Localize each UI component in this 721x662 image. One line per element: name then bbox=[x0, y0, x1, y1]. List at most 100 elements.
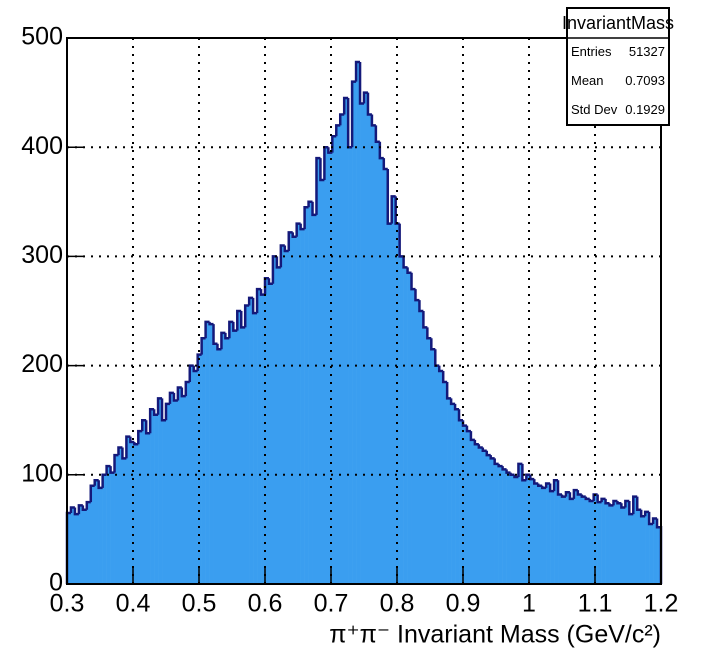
bar bbox=[150, 409, 155, 584]
bar-outline bbox=[445, 381, 452, 400]
bar bbox=[158, 398, 163, 584]
stats-label: Entries bbox=[571, 44, 612, 59]
bar-outline bbox=[77, 504, 83, 515]
bar bbox=[573, 490, 579, 584]
bar bbox=[585, 498, 591, 584]
bar bbox=[506, 472, 511, 584]
bar-outline bbox=[513, 474, 519, 479]
bar-outline bbox=[354, 60, 361, 82]
bar-outline bbox=[204, 320, 210, 339]
bar-outline bbox=[109, 466, 115, 474]
bar bbox=[312, 214, 317, 585]
bar-outline bbox=[212, 324, 218, 346]
bar-outline bbox=[556, 480, 562, 496]
bar-outline bbox=[69, 506, 75, 514]
bar-outline bbox=[517, 462, 523, 477]
bar-outline bbox=[386, 169, 392, 225]
bar-outline bbox=[572, 488, 578, 499]
x-tick-label: 0.9 bbox=[446, 590, 481, 618]
bar-outline bbox=[335, 124, 341, 137]
bar bbox=[534, 483, 539, 584]
bar-outline bbox=[485, 450, 491, 457]
bar bbox=[621, 507, 626, 584]
bar-outline bbox=[319, 158, 325, 182]
bar bbox=[360, 103, 365, 585]
bar bbox=[249, 297, 254, 584]
bar-outline bbox=[315, 156, 321, 215]
bar bbox=[427, 338, 432, 584]
x-tick-label: 0.3 bbox=[50, 590, 85, 618]
bar-outline bbox=[140, 418, 147, 432]
bar bbox=[74, 514, 80, 584]
bar bbox=[166, 403, 171, 584]
x-tick-label: 0.6 bbox=[248, 590, 283, 618]
bar bbox=[455, 409, 460, 584]
bar-outline bbox=[453, 403, 460, 411]
bar bbox=[550, 491, 555, 584]
bar bbox=[423, 327, 428, 584]
bar bbox=[241, 327, 246, 584]
bar bbox=[261, 294, 266, 584]
bar-outline bbox=[156, 397, 163, 415]
bar bbox=[78, 505, 84, 584]
bar bbox=[70, 507, 76, 584]
bar-outline bbox=[188, 364, 194, 382]
bar bbox=[356, 62, 361, 585]
bar-outline bbox=[481, 447, 487, 453]
bar bbox=[514, 476, 519, 584]
bar bbox=[597, 502, 602, 584]
bar-outline bbox=[552, 479, 559, 492]
bar-outline bbox=[243, 304, 250, 328]
bar bbox=[138, 431, 143, 584]
bar-outline bbox=[536, 483, 543, 487]
bar bbox=[383, 169, 389, 585]
bar-outline bbox=[584, 496, 590, 501]
bar-outline bbox=[342, 96, 349, 115]
bar-outline bbox=[378, 141, 384, 160]
bar-outline bbox=[192, 365, 198, 373]
bar bbox=[498, 466, 503, 584]
bar-outline bbox=[208, 321, 214, 326]
bar bbox=[542, 487, 547, 584]
stats-value: 0.7093 bbox=[625, 73, 665, 88]
bar bbox=[225, 338, 230, 584]
bar bbox=[403, 267, 408, 584]
bar-outline bbox=[117, 446, 123, 456]
bar-outline bbox=[568, 492, 574, 501]
bar-outline bbox=[505, 469, 511, 474]
bar-outline bbox=[144, 420, 151, 435]
bar bbox=[253, 313, 258, 584]
bar bbox=[296, 223, 301, 584]
bar-outline bbox=[232, 321, 238, 332]
bar bbox=[276, 267, 282, 584]
bar bbox=[474, 444, 480, 584]
bar bbox=[340, 114, 345, 584]
bar-outline bbox=[406, 267, 412, 275]
bar bbox=[609, 505, 614, 584]
bar bbox=[633, 496, 638, 584]
bar-outline bbox=[239, 311, 246, 329]
bar-outline bbox=[497, 463, 503, 468]
bar bbox=[308, 201, 313, 585]
bar-outline bbox=[628, 501, 634, 516]
bar bbox=[466, 431, 472, 584]
x-tick-label: 0.5 bbox=[182, 590, 217, 618]
bar-outline bbox=[196, 353, 202, 372]
bar-outline bbox=[152, 409, 159, 416]
bar bbox=[431, 349, 436, 584]
bar bbox=[316, 158, 321, 584]
bar bbox=[641, 516, 646, 584]
bar-outline bbox=[493, 458, 499, 466]
bar bbox=[67, 513, 72, 584]
bar bbox=[577, 494, 583, 584]
y-tick-label: 0 bbox=[49, 569, 63, 597]
bar bbox=[162, 420, 167, 584]
bar bbox=[439, 371, 444, 584]
bar bbox=[265, 278, 270, 584]
bar bbox=[601, 498, 606, 584]
bar-outline bbox=[184, 380, 190, 397]
bar-outline bbox=[382, 158, 388, 171]
bar-outline bbox=[580, 494, 586, 498]
bar bbox=[336, 125, 341, 585]
bar bbox=[181, 396, 187, 584]
